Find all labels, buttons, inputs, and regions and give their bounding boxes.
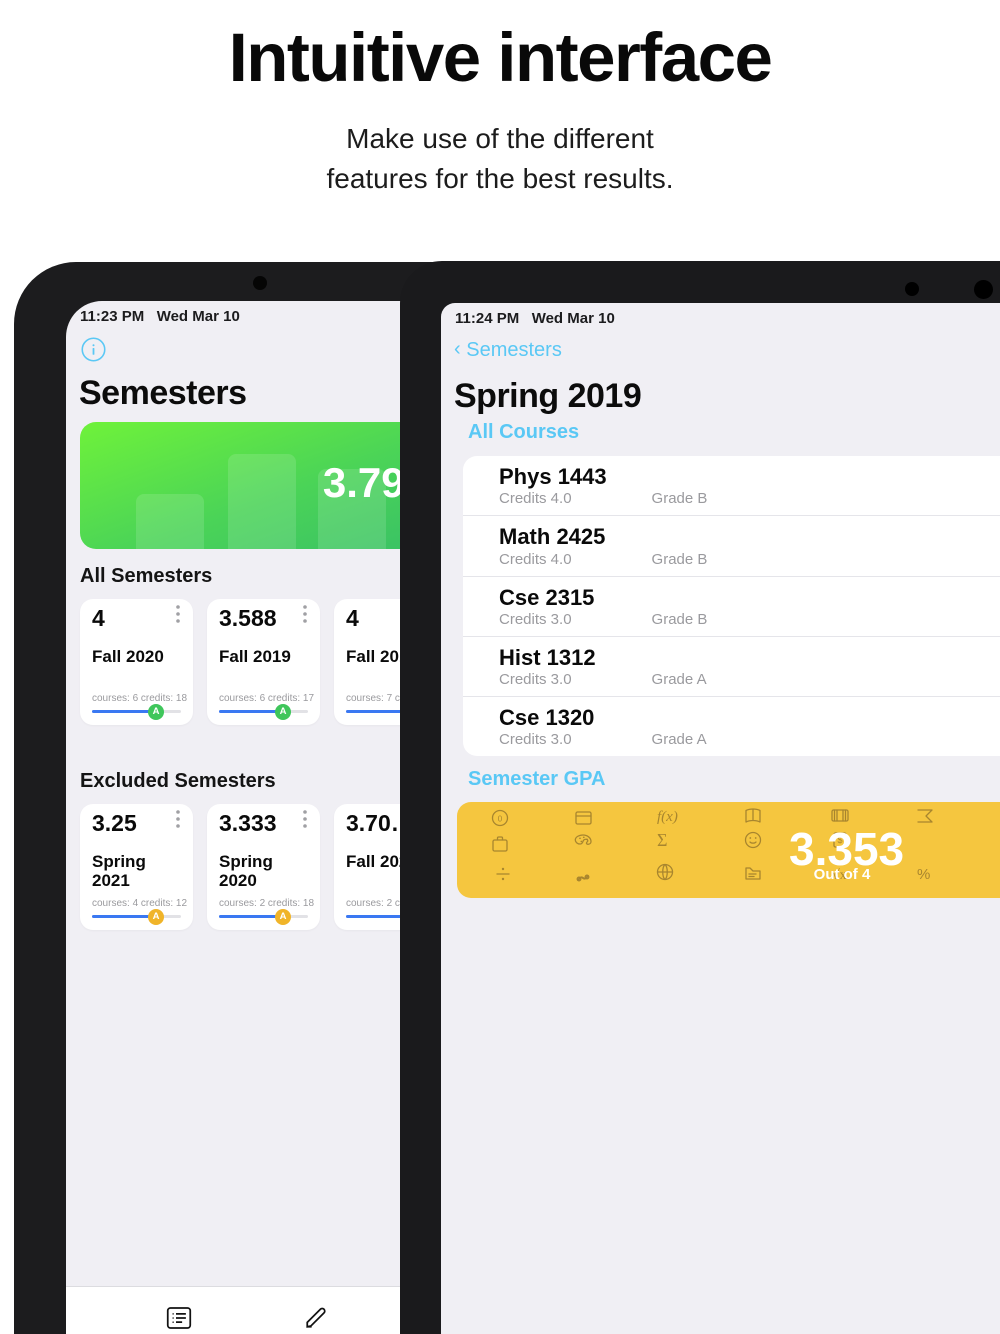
svg-text:%: % [917,866,930,883]
svg-text:0: 0 [498,815,503,824]
svg-text:Σ: Σ [657,830,667,850]
svg-text:f(x): f(x) [657,809,678,825]
